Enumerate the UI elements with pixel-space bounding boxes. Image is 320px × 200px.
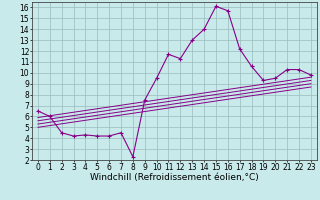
X-axis label: Windchill (Refroidissement éolien,°C): Windchill (Refroidissement éolien,°C) bbox=[90, 173, 259, 182]
